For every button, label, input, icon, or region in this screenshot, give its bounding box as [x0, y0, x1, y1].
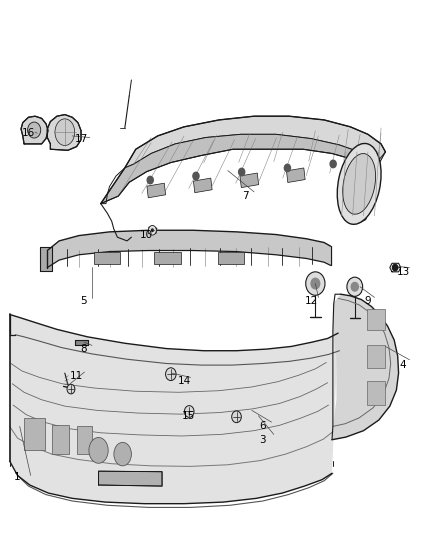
Polygon shape [24, 418, 45, 450]
Polygon shape [101, 134, 379, 204]
Polygon shape [10, 314, 338, 504]
Bar [155, 252, 181, 264]
Circle shape [184, 406, 194, 417]
Bar [286, 168, 305, 182]
Text: 17: 17 [74, 134, 88, 143]
Polygon shape [75, 340, 88, 345]
Polygon shape [367, 345, 385, 368]
Polygon shape [125, 116, 385, 168]
Text: 15: 15 [182, 411, 195, 421]
Ellipse shape [337, 143, 381, 224]
Bar [240, 173, 259, 188]
Text: 1: 1 [14, 472, 21, 482]
Circle shape [151, 228, 154, 232]
Polygon shape [52, 425, 69, 454]
Text: 12: 12 [304, 296, 318, 306]
Ellipse shape [114, 442, 131, 466]
Text: 5: 5 [80, 296, 87, 306]
Ellipse shape [28, 122, 41, 138]
Polygon shape [332, 294, 399, 440]
Polygon shape [367, 381, 385, 405]
Bar [194, 178, 212, 193]
Text: 8: 8 [80, 344, 87, 354]
Circle shape [232, 411, 241, 423]
Text: 16: 16 [22, 128, 35, 138]
Text: 9: 9 [364, 296, 371, 306]
Circle shape [306, 272, 325, 295]
Circle shape [166, 368, 176, 381]
Ellipse shape [89, 438, 108, 463]
Circle shape [392, 264, 398, 271]
Text: 7: 7 [242, 191, 249, 201]
Circle shape [239, 168, 245, 176]
Bar [94, 253, 120, 264]
Bar [218, 252, 244, 264]
Ellipse shape [55, 119, 74, 146]
Bar [147, 183, 166, 198]
Text: 4: 4 [399, 360, 406, 370]
Text: 10: 10 [140, 230, 153, 239]
Circle shape [67, 384, 75, 394]
Polygon shape [47, 230, 331, 268]
Text: 3: 3 [259, 435, 266, 445]
Polygon shape [77, 426, 92, 454]
Circle shape [193, 172, 199, 180]
Text: 14: 14 [177, 376, 191, 386]
Circle shape [147, 176, 153, 184]
Polygon shape [21, 116, 48, 144]
Polygon shape [99, 471, 162, 486]
Text: 6: 6 [259, 422, 266, 431]
Circle shape [347, 277, 363, 296]
Text: 13: 13 [396, 267, 410, 277]
Circle shape [351, 282, 358, 291]
Polygon shape [367, 309, 385, 330]
Polygon shape [47, 115, 81, 150]
Polygon shape [40, 247, 52, 271]
Text: 11: 11 [70, 371, 83, 381]
Ellipse shape [343, 154, 376, 214]
Circle shape [330, 160, 336, 168]
Circle shape [284, 164, 290, 172]
Circle shape [148, 225, 156, 235]
Circle shape [311, 278, 320, 289]
